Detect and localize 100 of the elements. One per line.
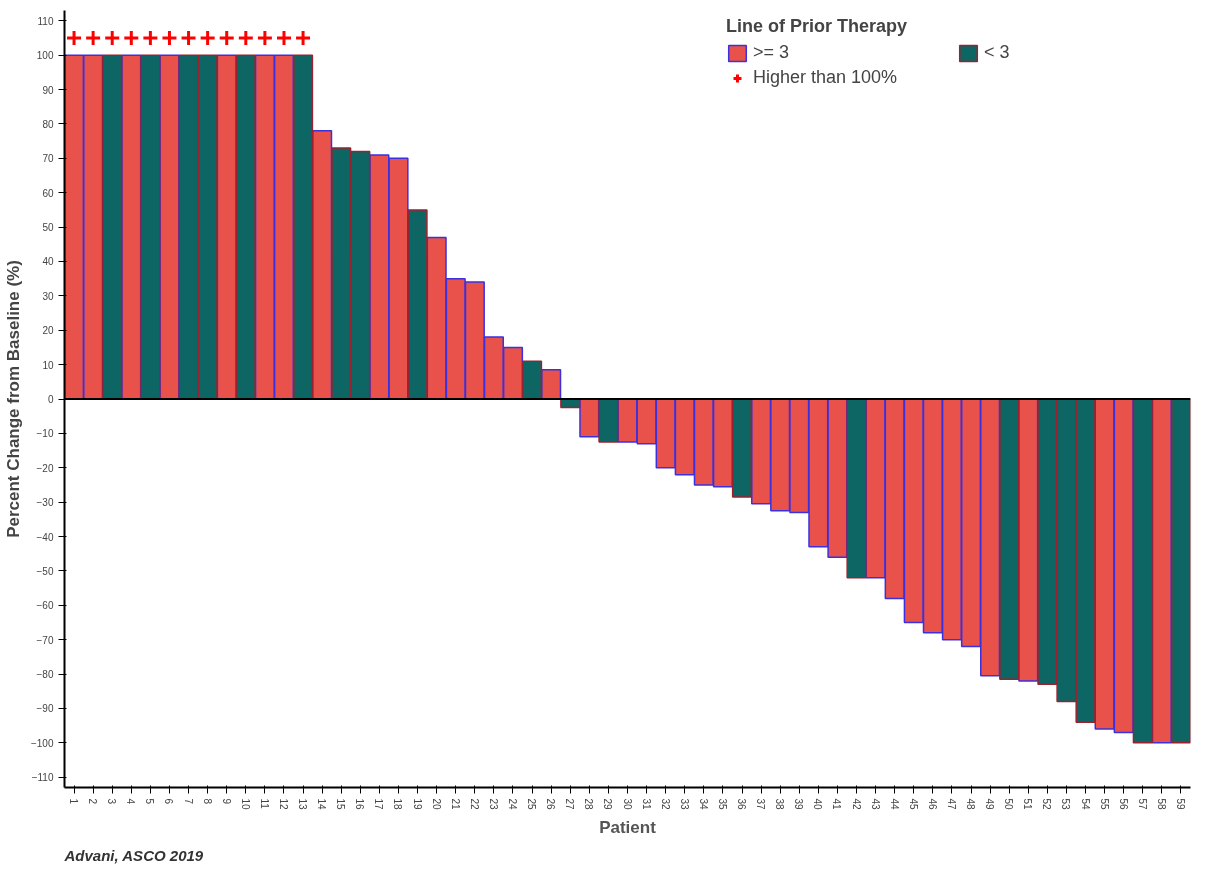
x-tick-label: 18 — [392, 798, 404, 811]
y-tick-label: 10 — [42, 359, 54, 371]
x-tick-label: 9 — [220, 798, 232, 805]
x-tick-label: 22 — [468, 798, 480, 811]
text: Advani, ASCO 2019 — [63, 846, 204, 864]
bar — [731, 398, 753, 498]
x-tick-label: 31 — [640, 798, 652, 811]
x-tick-label: 55 — [1098, 798, 1110, 811]
bar — [235, 54, 256, 400]
bar — [1132, 398, 1153, 744]
bar — [102, 54, 123, 400]
x-tick-label: 39 — [793, 798, 805, 811]
legend-title: Line of Prior Therapy — [726, 16, 909, 37]
x-tick-label: 29 — [602, 798, 614, 811]
y-tick-label: −10 — [36, 428, 54, 440]
bar — [140, 54, 161, 400]
x-tick-label: 46 — [926, 798, 938, 811]
x-tick-label: 12 — [277, 798, 289, 811]
x-tick-label: 57 — [1136, 798, 1148, 811]
bar — [292, 54, 314, 400]
x-tick-label: 34 — [697, 798, 709, 811]
x-tick-label: 3 — [106, 798, 118, 805]
x-tick-label: 53 — [1060, 798, 1072, 811]
x-tick-label: 5 — [144, 798, 156, 805]
bar — [1170, 398, 1191, 744]
x-tick-label: 8 — [201, 798, 213, 805]
bar — [407, 209, 428, 400]
bar — [999, 398, 1020, 680]
x-tick-label: 41 — [831, 798, 843, 811]
x-tick-label: 30 — [621, 798, 633, 811]
legend-label: Higher than 100% — [753, 67, 899, 88]
x-tick-label: 59 — [1174, 798, 1186, 811]
x-tick-label: 44 — [888, 798, 900, 811]
x-tick-label: 7 — [182, 798, 194, 805]
bar — [846, 398, 867, 579]
y-tick-label: 60 — [42, 187, 54, 199]
x-tick-label: 23 — [487, 798, 499, 811]
x-tick-label: 26 — [545, 798, 557, 811]
x-tick-label: 45 — [907, 798, 919, 811]
x-tick-label: 15 — [335, 798, 347, 811]
bar — [521, 360, 543, 400]
x-tick-label: 14 — [316, 798, 328, 811]
x-tick-label: 32 — [659, 798, 671, 811]
x-tick-label: 43 — [869, 798, 881, 811]
x-tick-label: 38 — [774, 798, 786, 811]
x-tick-label: 49 — [984, 798, 996, 811]
y-tick-label: −60 — [36, 600, 54, 612]
x-tick-label: 20 — [430, 798, 442, 811]
x-tick-label: 11 — [258, 798, 270, 810]
y-tick-label: 30 — [42, 290, 54, 302]
x-tick-label: 48 — [965, 798, 977, 811]
x-tick-label: 47 — [945, 798, 957, 811]
y-tick-label: −30 — [36, 497, 54, 509]
x-tick-label: 52 — [1041, 798, 1053, 811]
y-tick-label: −20 — [36, 462, 54, 474]
x-tick-label: 1 — [68, 798, 80, 805]
y-tick-label: −40 — [36, 531, 54, 543]
y-tick-label: 80 — [42, 118, 54, 130]
x-tick-label: 19 — [411, 798, 423, 811]
y-tick-label: 100 — [36, 50, 54, 62]
y-tick-label: 90 — [42, 84, 54, 96]
x-tick-label: 36 — [736, 798, 748, 811]
y-tick-label: −70 — [36, 634, 54, 646]
x-tick-label: 50 — [1003, 798, 1015, 811]
legend-label: < 3 — [984, 42, 1011, 63]
x-tick-label: 6 — [163, 798, 175, 805]
x-tick-label: 56 — [1117, 798, 1129, 811]
x-tick-label: 54 — [1079, 798, 1091, 811]
x-tick-label: 27 — [564, 798, 576, 811]
y-tick-label: −110 — [31, 772, 54, 784]
bar — [598, 398, 619, 443]
y-tick-label: 110 — [37, 15, 54, 27]
y-tick-label: −100 — [30, 737, 54, 749]
x-tick-label: 40 — [812, 798, 824, 811]
y-tick-label: 0 — [47, 394, 54, 405]
x-tick-label: 33 — [678, 798, 690, 811]
y-axis-title: Percent Change from Baseline (%) — [3, 260, 23, 538]
y-tick-label: −50 — [36, 565, 54, 577]
x-tick-label: 24 — [506, 798, 518, 811]
x-tick-label: 4 — [125, 798, 137, 805]
x-tick-label: 10 — [239, 798, 251, 811]
y-tick-label: 70 — [42, 153, 54, 165]
x-tick-label: 21 — [449, 798, 461, 811]
y-tick-label: −90 — [36, 703, 54, 715]
x-tick-label: 51 — [1022, 798, 1034, 811]
x-tick-label: 16 — [354, 798, 366, 811]
x-tick-label: 58 — [1155, 798, 1167, 811]
x-tick-label: 25 — [526, 798, 538, 811]
bar — [579, 398, 600, 438]
x-tick-label: 42 — [850, 798, 862, 811]
x-tick-label: 37 — [755, 798, 767, 811]
x-tick-label: 17 — [373, 798, 385, 811]
x-axis-title: Patient — [599, 817, 657, 837]
y-tick-label: 50 — [42, 222, 54, 234]
y-tick-label: −80 — [36, 669, 54, 681]
x-tick-label: 13 — [297, 798, 309, 811]
y-tick-label: 20 — [42, 325, 54, 337]
x-tick-label: 35 — [716, 798, 728, 811]
y-tick-label: 40 — [42, 256, 54, 268]
x-tick-label: 28 — [583, 798, 595, 811]
